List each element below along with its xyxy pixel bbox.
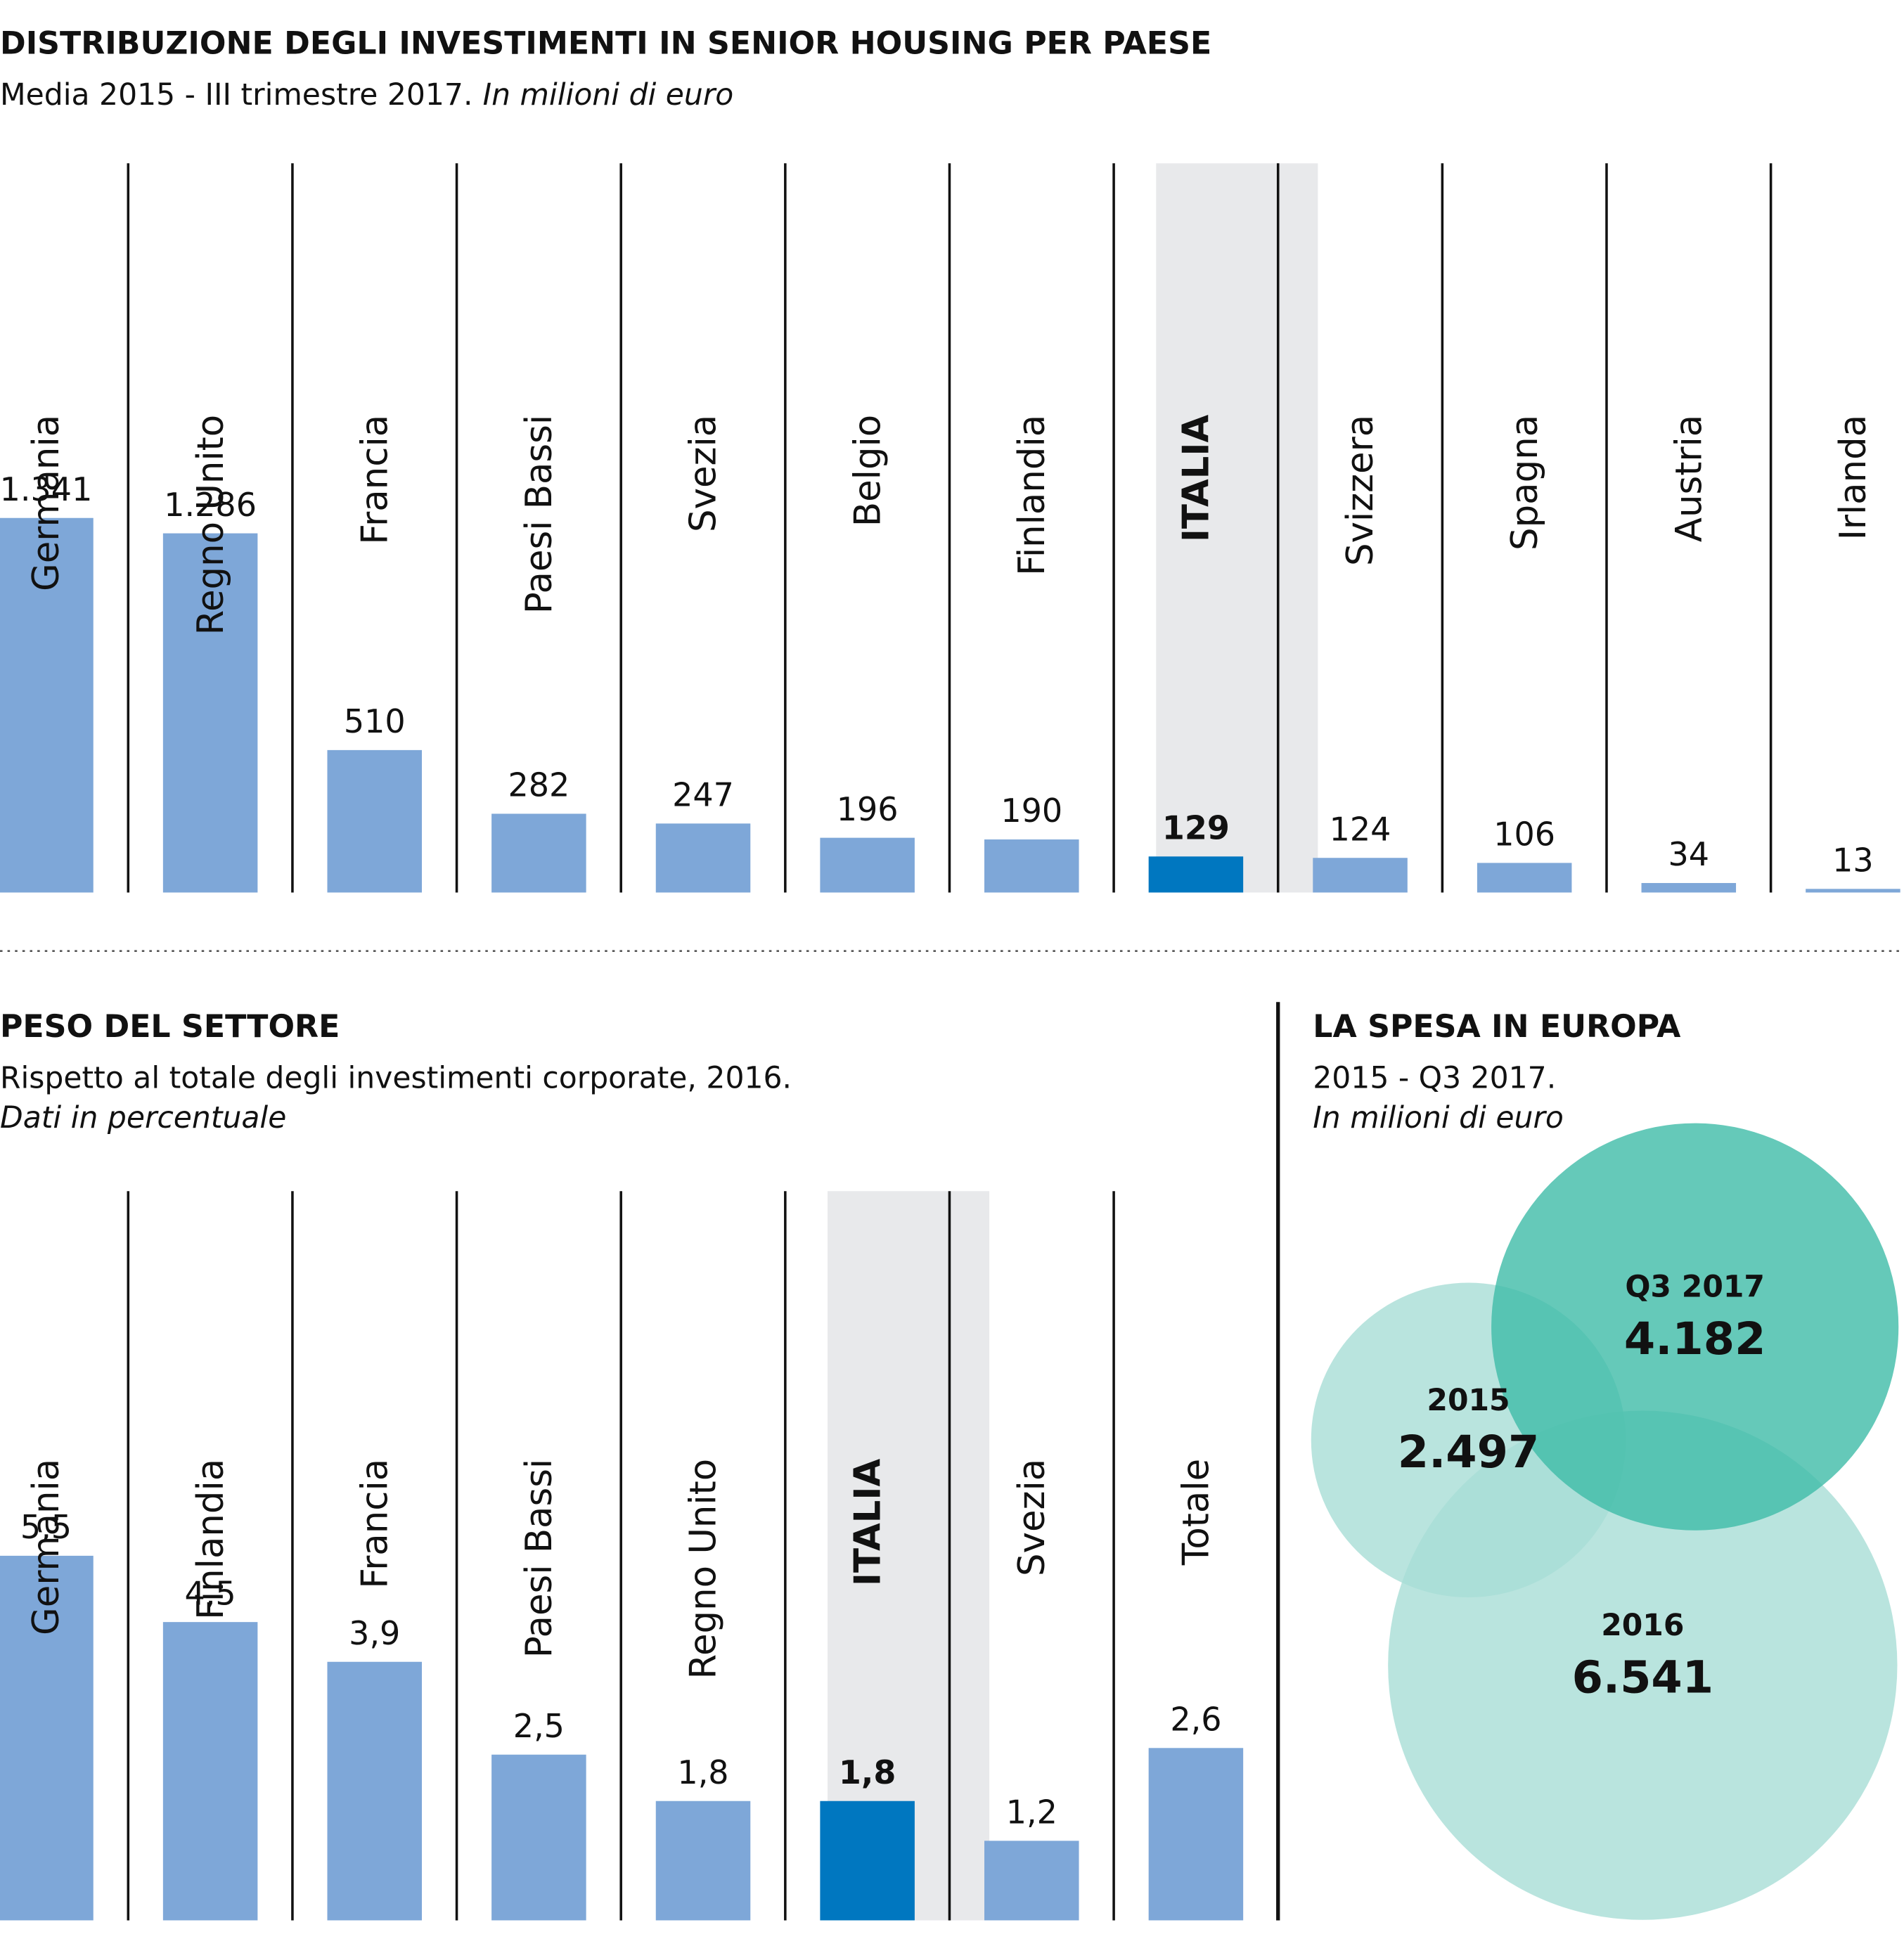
value-label: 1.341 bbox=[0, 470, 92, 508]
bubble-value: 6.541 bbox=[1572, 1652, 1714, 1704]
value-label: 190 bbox=[1001, 792, 1062, 830]
chart-subtitle: Rispetto al totale degli investimenti co… bbox=[0, 1061, 792, 1095]
bubble-value: 2.497 bbox=[1398, 1426, 1540, 1479]
bar bbox=[1477, 863, 1572, 893]
bar bbox=[327, 1661, 423, 1921]
category-label: Regno Unito bbox=[190, 415, 232, 636]
category-label: ITALIA bbox=[847, 1459, 889, 1587]
bar bbox=[491, 813, 586, 893]
value-label: 106 bbox=[1493, 816, 1555, 854]
chart-unit: In milioni di euro bbox=[1313, 1101, 1564, 1135]
bubble-label: 2015 bbox=[1427, 1384, 1510, 1418]
category-label: Austria bbox=[1668, 415, 1711, 542]
bar bbox=[1313, 858, 1408, 893]
bar bbox=[0, 1555, 94, 1921]
value-label: 196 bbox=[837, 790, 899, 828]
bar bbox=[820, 837, 915, 893]
category-label: Francia bbox=[354, 1459, 396, 1589]
chart-title: LA SPESA IN EUROPA bbox=[1313, 1009, 1681, 1045]
highlight-band bbox=[828, 1191, 990, 1921]
category-label: Belgio bbox=[847, 415, 889, 527]
value-label: 124 bbox=[1330, 810, 1391, 848]
bubble-label: Q3 2017 bbox=[1625, 1270, 1765, 1305]
bar bbox=[655, 1801, 751, 1921]
category-label: Irlanda bbox=[1832, 415, 1874, 540]
bar bbox=[1806, 889, 1900, 893]
value-label: 3,9 bbox=[349, 1614, 400, 1652]
value-label: 1,8 bbox=[677, 1753, 728, 1791]
chart-unit: Dati in percentuale bbox=[0, 1101, 286, 1135]
bar bbox=[0, 517, 94, 893]
value-label: 34 bbox=[1668, 835, 1710, 873]
bubble bbox=[1491, 1123, 1899, 1531]
value-label: 282 bbox=[508, 766, 570, 804]
value-label: 1,8 bbox=[839, 1753, 896, 1791]
category-label: Finlandia bbox=[190, 1459, 232, 1620]
bar bbox=[162, 1622, 258, 1921]
value-label: 247 bbox=[672, 776, 734, 814]
bar bbox=[1148, 1748, 1244, 1921]
chart-subtitle: Media 2015 - III trimestre 2017. bbox=[0, 78, 472, 112]
category-label: Svezia bbox=[683, 415, 725, 532]
bar bbox=[327, 749, 423, 893]
bar bbox=[655, 823, 751, 893]
value-label: 510 bbox=[344, 702, 406, 740]
chart-title: DISTRIBUZIONE DEGLI INVESTIMENTI IN SENI… bbox=[0, 26, 1211, 62]
highlight-band bbox=[1156, 163, 1318, 893]
bubble-value: 4.182 bbox=[1624, 1313, 1765, 1365]
chart-title: PESO DEL SETTORE bbox=[0, 1009, 340, 1045]
category-label: Svizzera bbox=[1339, 415, 1382, 566]
value-label: 1,2 bbox=[1006, 1793, 1057, 1831]
chart-subtitle: 2015 - Q3 2017. bbox=[1313, 1061, 1556, 1095]
bar bbox=[820, 1801, 915, 1921]
value-label: 1.286 bbox=[164, 486, 257, 524]
bar bbox=[491, 1754, 586, 1921]
bar bbox=[984, 839, 1079, 893]
value-label: 129 bbox=[1162, 809, 1230, 846]
category-label: ITALIA bbox=[1176, 415, 1218, 543]
value-label: 5,5 bbox=[20, 1508, 72, 1546]
bar bbox=[162, 533, 258, 893]
bar bbox=[1641, 882, 1737, 893]
category-label: Francia bbox=[354, 415, 396, 545]
category-label: Regno Unito bbox=[683, 1459, 725, 1680]
value-label: 2,6 bbox=[1170, 1701, 1221, 1739]
category-label: Spagna bbox=[1504, 415, 1546, 550]
bar bbox=[984, 1841, 1079, 1921]
category-label: Totale bbox=[1176, 1459, 1218, 1566]
category-label: Paesi Bassi bbox=[518, 415, 560, 614]
category-label: Germania bbox=[25, 1459, 67, 1635]
bar bbox=[1148, 856, 1244, 893]
bubble-label: 2016 bbox=[1601, 1609, 1684, 1643]
category-label: Germania bbox=[25, 415, 67, 591]
category-label: Finlandia bbox=[1011, 415, 1053, 576]
category-label: Paesi Bassi bbox=[518, 1459, 560, 1658]
chart-unit: In milioni di euro bbox=[483, 78, 734, 112]
value-label: 4,5 bbox=[185, 1574, 236, 1612]
value-label: 13 bbox=[1832, 842, 1874, 880]
value-label: 2,5 bbox=[513, 1707, 565, 1745]
category-label: Svezia bbox=[1011, 1459, 1053, 1576]
